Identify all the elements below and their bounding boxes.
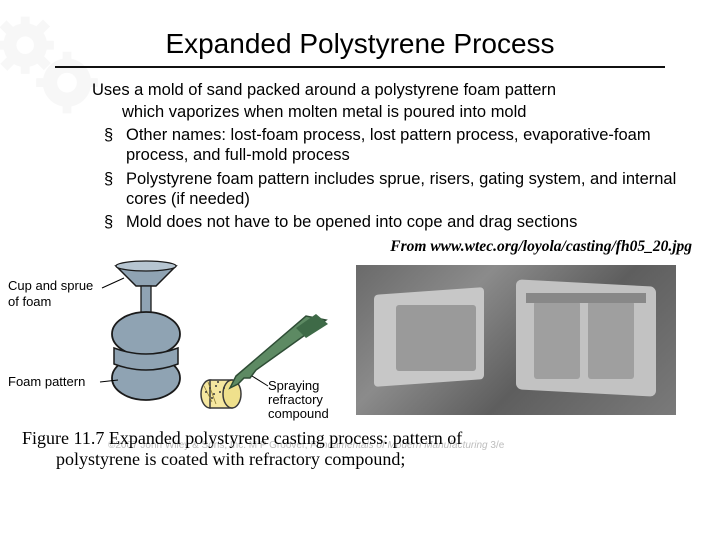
figure-caption-line2: polystyrene is coated with refractory co… — [0, 449, 720, 470]
process-diagram: Cup and sprue of foam Foam pattern Spray… — [6, 260, 336, 420]
figure-row: Cup and sprue of foam Foam pattern Spray… — [0, 256, 720, 420]
slide-title: Expanded Polystyrene Process — [0, 0, 720, 60]
lead-line-2: which vaporizes when molten metal is pou… — [92, 102, 684, 122]
label-cup-line1: Cup and sprue — [8, 278, 93, 293]
image-source-line: From www.wtec.org/loyola/casting/fh05_20… — [0, 238, 720, 256]
label-spray-3: compound — [268, 406, 329, 421]
label-spray-1: Spraying — [268, 378, 319, 393]
bullet-item: Other names: lost‑foam process, lost pat… — [104, 125, 684, 165]
casting-photo — [356, 265, 676, 415]
caption-block: Figure 11.7 Expanded polystyrene casting… — [0, 420, 720, 470]
bullet-list: Other names: lost‑foam process, lost pat… — [92, 125, 684, 232]
foam-pattern-shape — [112, 312, 180, 400]
label-cup-line2: of foam — [8, 294, 51, 309]
figure-number: Figure 11.7 — [22, 428, 109, 448]
lead-line-1: Uses a mold of sand packed around a poly… — [92, 80, 684, 100]
funnel-shape — [116, 261, 176, 314]
body-text: Uses a mold of sand packed around a poly… — [0, 68, 720, 232]
label-spray-2: refractory — [268, 392, 323, 407]
bullet-item: Mold does not have to be opened into cop… — [104, 212, 684, 232]
figure-caption-text-1: Expanded polystyrene casting process: pa… — [109, 428, 462, 448]
bullet-item: Polystyrene foam pattern includes sprue,… — [104, 169, 684, 209]
figure-caption-line1: Figure 11.7 Expanded polystyrene casting… — [0, 420, 720, 449]
label-foam-pattern: Foam pattern — [8, 374, 85, 389]
